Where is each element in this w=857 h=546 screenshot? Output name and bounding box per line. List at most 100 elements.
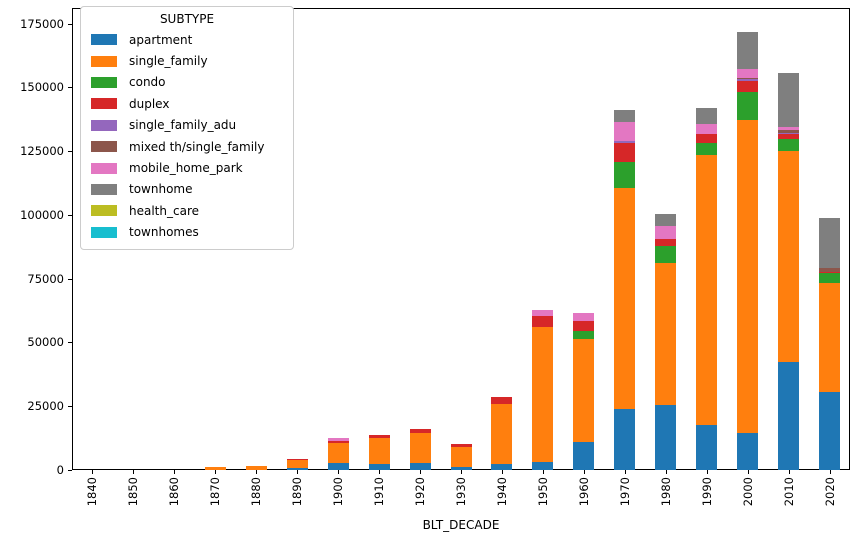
bar-segment-2010-apartment bbox=[778, 361, 800, 470]
bar-segment-1960-single-family bbox=[573, 338, 595, 442]
bar-segment-1960-duplex bbox=[573, 320, 595, 331]
legend-label: condo bbox=[129, 75, 166, 90]
legend-title: SUBTYPE bbox=[159, 12, 215, 26]
bar-segment-1980-duplex bbox=[655, 239, 677, 246]
bar-segment-1980-condo bbox=[655, 245, 677, 264]
bar-segment-2000-apartment bbox=[737, 433, 759, 470]
x-tick bbox=[501, 470, 503, 474]
legend-item-health-care: health_care bbox=[91, 200, 283, 221]
y-tick bbox=[68, 214, 72, 216]
y-tick-label: 100000 bbox=[20, 207, 64, 222]
legend-label: single_family_adu bbox=[129, 118, 237, 133]
y-tick-label: 150000 bbox=[20, 80, 64, 95]
x-tick bbox=[461, 470, 462, 474]
x-tick-label: 1860 bbox=[167, 477, 182, 507]
x-tick bbox=[297, 470, 299, 474]
x-tick-label: 1980 bbox=[658, 477, 673, 507]
legend-item-mobile-home-park: mobile_home_park bbox=[91, 157, 283, 178]
x-tick-label: 1990 bbox=[699, 477, 714, 507]
bar-segment-2000-townhome bbox=[737, 32, 759, 70]
legend-item-mixed-th-single-family: mixed th/single_family bbox=[91, 136, 283, 157]
x-tick-label: 1840 bbox=[85, 477, 100, 507]
x-tick bbox=[215, 470, 217, 474]
legend-label: health_care bbox=[129, 203, 199, 218]
y-tick-label: 75000 bbox=[27, 271, 64, 286]
x-tick bbox=[92, 470, 94, 474]
x-tick bbox=[379, 470, 381, 474]
bar-segment-1930-duplex bbox=[450, 443, 472, 447]
bar-segment-1970-duplex bbox=[614, 143, 636, 162]
x-tick bbox=[420, 470, 422, 474]
y-tick-label: 50000 bbox=[27, 335, 64, 350]
legend-swatch-townhome bbox=[91, 183, 117, 195]
bar-segment-1990-mobile-home-park bbox=[696, 123, 718, 134]
x-tick bbox=[829, 470, 831, 474]
bar-segment-2000-condo bbox=[737, 91, 759, 120]
bar-segment-1930-apartment bbox=[450, 466, 472, 470]
legend-label: apartment bbox=[129, 32, 193, 47]
x-tick bbox=[174, 470, 176, 474]
bar-segment-1910-duplex bbox=[368, 435, 390, 439]
x-tick bbox=[665, 470, 667, 474]
bar-segment-1890-duplex bbox=[286, 459, 308, 461]
x-tick bbox=[747, 470, 749, 474]
x-tick-label: 1940 bbox=[494, 477, 509, 507]
bar-segment-2020-single-family bbox=[819, 283, 841, 392]
bar-segment-1880-single-family bbox=[245, 465, 267, 470]
bar-segment-2000-duplex bbox=[737, 80, 759, 92]
bar-segment-1870-single-family bbox=[204, 467, 226, 470]
bar-segment-1970-townhome bbox=[614, 109, 636, 122]
bar-segment-2010-condo bbox=[778, 139, 800, 151]
x-tick bbox=[542, 470, 544, 474]
bar-segment-1950-mobile-home-park bbox=[532, 310, 554, 317]
bar-segment-1900-single-family bbox=[327, 443, 349, 464]
bar-segment-2010-mixed-th-single-family bbox=[778, 129, 800, 133]
bar-segment-1980-apartment bbox=[655, 404, 677, 470]
bar-segment-1960-condo bbox=[573, 330, 595, 339]
x-tick bbox=[256, 470, 258, 474]
bar-segment-2010-duplex bbox=[778, 134, 800, 140]
bar-segment-1970-condo bbox=[614, 161, 636, 189]
legend-swatch-single-family bbox=[91, 55, 117, 67]
x-tick-label: 1920 bbox=[413, 477, 428, 507]
x-tick bbox=[788, 470, 790, 474]
legend-item-townhomes: townhomes bbox=[91, 222, 283, 243]
bar-segment-1920-single-family bbox=[409, 433, 431, 464]
legend-item-single-family: single_family bbox=[91, 50, 283, 71]
legend-swatch-single-family-adu bbox=[91, 119, 117, 131]
bar-segment-1980-single-family bbox=[655, 263, 677, 405]
bar-segment-1990-apartment bbox=[696, 425, 718, 470]
legend-item-condo: condo bbox=[91, 72, 283, 93]
x-tick bbox=[583, 470, 585, 474]
legend-label: duplex bbox=[129, 96, 170, 111]
x-tick-label: 2020 bbox=[822, 477, 837, 507]
y-tick bbox=[68, 23, 72, 25]
legend-label: mobile_home_park bbox=[129, 161, 243, 176]
bar-segment-1990-condo bbox=[696, 142, 718, 156]
legend-item-apartment: apartment bbox=[91, 29, 283, 50]
y-tick-label: 0 bbox=[56, 463, 64, 477]
x-axis-label: BLT_DECADE bbox=[422, 518, 500, 532]
legend-swatch-mobile-home-park bbox=[91, 162, 117, 174]
x-tick-label: 2000 bbox=[740, 477, 755, 507]
bar-segment-1990-single-family bbox=[696, 155, 718, 426]
legend-label: mixed th/single_family bbox=[129, 139, 265, 154]
x-tick-label: 1880 bbox=[249, 477, 264, 507]
bar-segment-1940-duplex bbox=[491, 397, 513, 404]
legend-swatch-townhomes bbox=[91, 226, 117, 238]
bar-segment-2020-townhome bbox=[819, 217, 841, 269]
bar-segment-1950-apartment bbox=[532, 461, 554, 470]
x-tick-label: 1900 bbox=[331, 477, 346, 507]
legend-swatch-health-care bbox=[91, 205, 117, 217]
x-tick-label: 1960 bbox=[576, 477, 591, 507]
bar-segment-1910-apartment bbox=[368, 463, 390, 470]
legend-swatch-condo bbox=[91, 76, 117, 88]
bar-segment-1890-apartment bbox=[286, 468, 308, 470]
y-tick-label: 125000 bbox=[20, 144, 64, 159]
y-tick bbox=[68, 406, 72, 408]
bar-segment-1900-duplex bbox=[327, 441, 349, 444]
bar-segment-1920-duplex bbox=[409, 429, 431, 433]
legend-label: townhomes bbox=[129, 225, 199, 240]
